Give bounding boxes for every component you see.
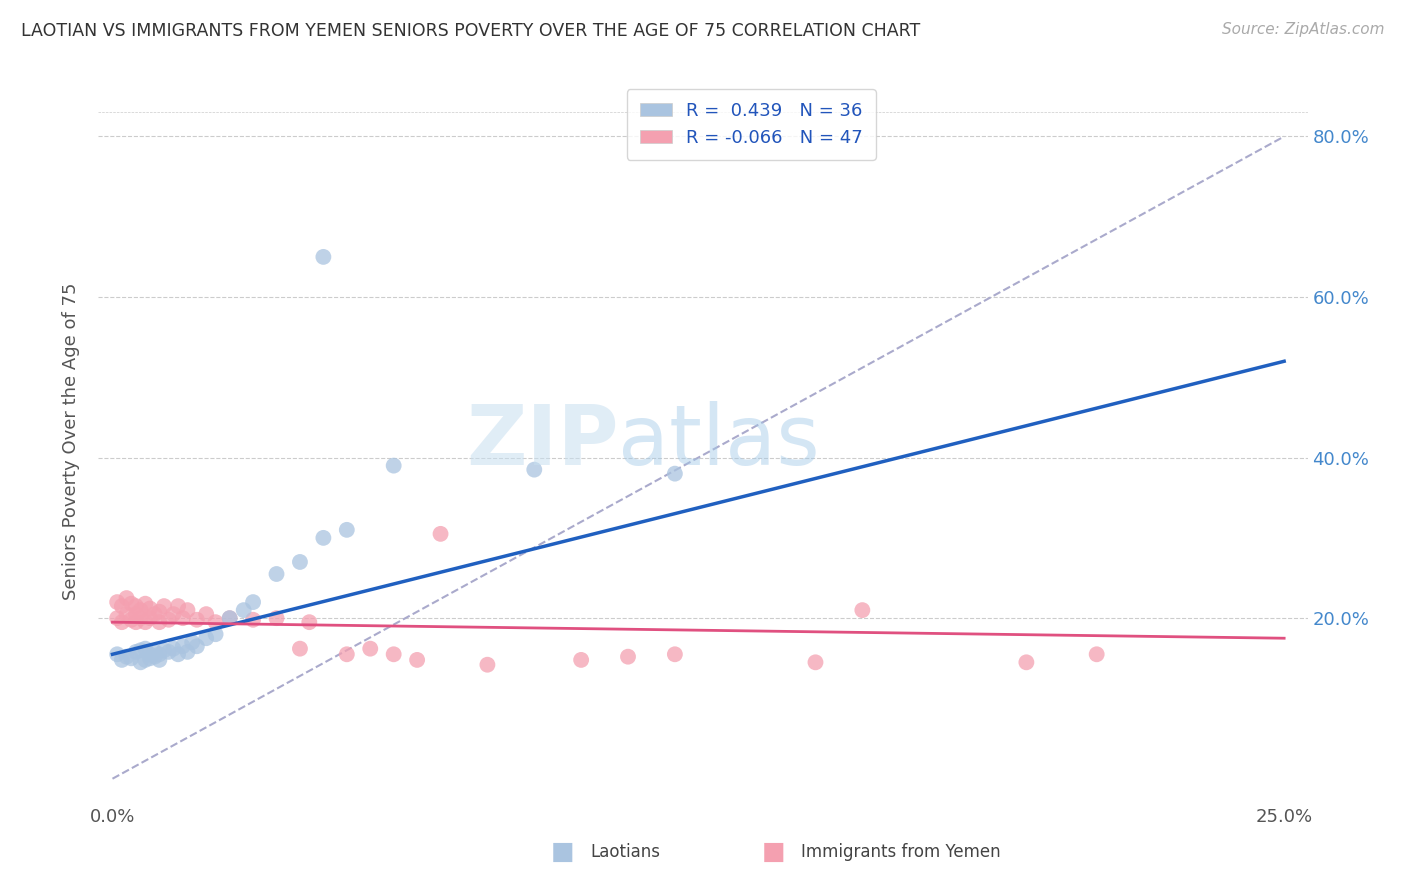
- Point: [111, 653, 134, 667]
- Text: ZIP: ZIP: [465, 401, 619, 482]
- Point: [312, 250, 335, 264]
- Point: [125, 615, 148, 630]
- Point: [232, 603, 254, 617]
- Legend: R =  0.439   N = 36, R = -0.066   N = 47: R = 0.439 N = 36, R = -0.066 N = 47: [627, 89, 876, 160]
- Point: [143, 649, 166, 664]
- Point: [204, 627, 226, 641]
- Text: atlas: atlas: [619, 401, 820, 482]
- Point: [162, 607, 184, 621]
- Point: [148, 653, 170, 667]
- Point: [195, 607, 218, 621]
- Point: [406, 653, 429, 667]
- Point: [162, 641, 184, 656]
- Point: [336, 523, 359, 537]
- Point: [181, 635, 204, 649]
- Point: [148, 615, 170, 630]
- Point: [176, 603, 198, 617]
- Point: [617, 649, 640, 664]
- Point: [664, 648, 686, 662]
- Point: [167, 599, 190, 614]
- Point: [851, 603, 873, 617]
- Point: [664, 467, 686, 481]
- Point: [153, 643, 176, 657]
- Point: [242, 613, 264, 627]
- Point: [143, 645, 166, 659]
- Point: [143, 607, 166, 621]
- Point: [139, 651, 162, 665]
- Point: [288, 555, 311, 569]
- Point: [148, 605, 170, 619]
- Point: [204, 615, 226, 630]
- Point: [477, 657, 499, 672]
- Point: [125, 607, 148, 621]
- Point: [569, 653, 592, 667]
- Point: [266, 611, 288, 625]
- Point: [115, 607, 138, 621]
- Point: [129, 603, 152, 617]
- Point: [218, 611, 240, 625]
- Text: ■: ■: [762, 840, 785, 863]
- Point: [804, 655, 827, 669]
- Point: [382, 648, 405, 662]
- Point: [134, 641, 156, 656]
- Point: [242, 595, 264, 609]
- Point: [111, 599, 134, 614]
- Point: [153, 599, 176, 614]
- Point: [157, 645, 180, 659]
- Point: [125, 645, 148, 659]
- Point: [105, 611, 128, 625]
- Point: [1015, 655, 1038, 669]
- Point: [120, 613, 142, 627]
- Text: Laotians: Laotians: [591, 843, 661, 861]
- Point: [125, 599, 148, 614]
- Point: [129, 643, 152, 657]
- Point: [167, 648, 190, 662]
- Text: ■: ■: [551, 840, 574, 863]
- Point: [359, 641, 381, 656]
- Point: [115, 649, 138, 664]
- Point: [1085, 648, 1108, 662]
- Point: [129, 611, 152, 625]
- Point: [111, 615, 134, 630]
- Point: [134, 653, 156, 667]
- Point: [266, 567, 288, 582]
- Point: [176, 645, 198, 659]
- Point: [186, 613, 208, 627]
- Point: [312, 531, 335, 545]
- Text: Immigrants from Yemen: Immigrants from Yemen: [801, 843, 1001, 861]
- Point: [382, 458, 405, 473]
- Point: [523, 462, 546, 476]
- Point: [186, 639, 208, 653]
- Point: [120, 651, 142, 665]
- Point: [120, 597, 142, 611]
- Point: [129, 655, 152, 669]
- Point: [218, 611, 240, 625]
- Point: [172, 639, 194, 653]
- Point: [139, 601, 162, 615]
- Point: [157, 613, 180, 627]
- Point: [134, 597, 156, 611]
- Text: Source: ZipAtlas.com: Source: ZipAtlas.com: [1222, 22, 1385, 37]
- Point: [139, 648, 162, 662]
- Text: LAOTIAN VS IMMIGRANTS FROM YEMEN SENIORS POVERTY OVER THE AGE OF 75 CORRELATION : LAOTIAN VS IMMIGRANTS FROM YEMEN SENIORS…: [21, 22, 921, 40]
- Point: [195, 632, 218, 646]
- Point: [105, 595, 128, 609]
- Point: [172, 611, 194, 625]
- Point: [288, 641, 311, 656]
- Point: [139, 611, 162, 625]
- Point: [336, 648, 359, 662]
- Point: [429, 526, 451, 541]
- Point: [298, 615, 321, 630]
- Point: [148, 648, 170, 662]
- Point: [105, 648, 128, 662]
- Point: [115, 591, 138, 605]
- Y-axis label: Seniors Poverty Over the Age of 75: Seniors Poverty Over the Age of 75: [62, 283, 80, 600]
- Point: [134, 615, 156, 630]
